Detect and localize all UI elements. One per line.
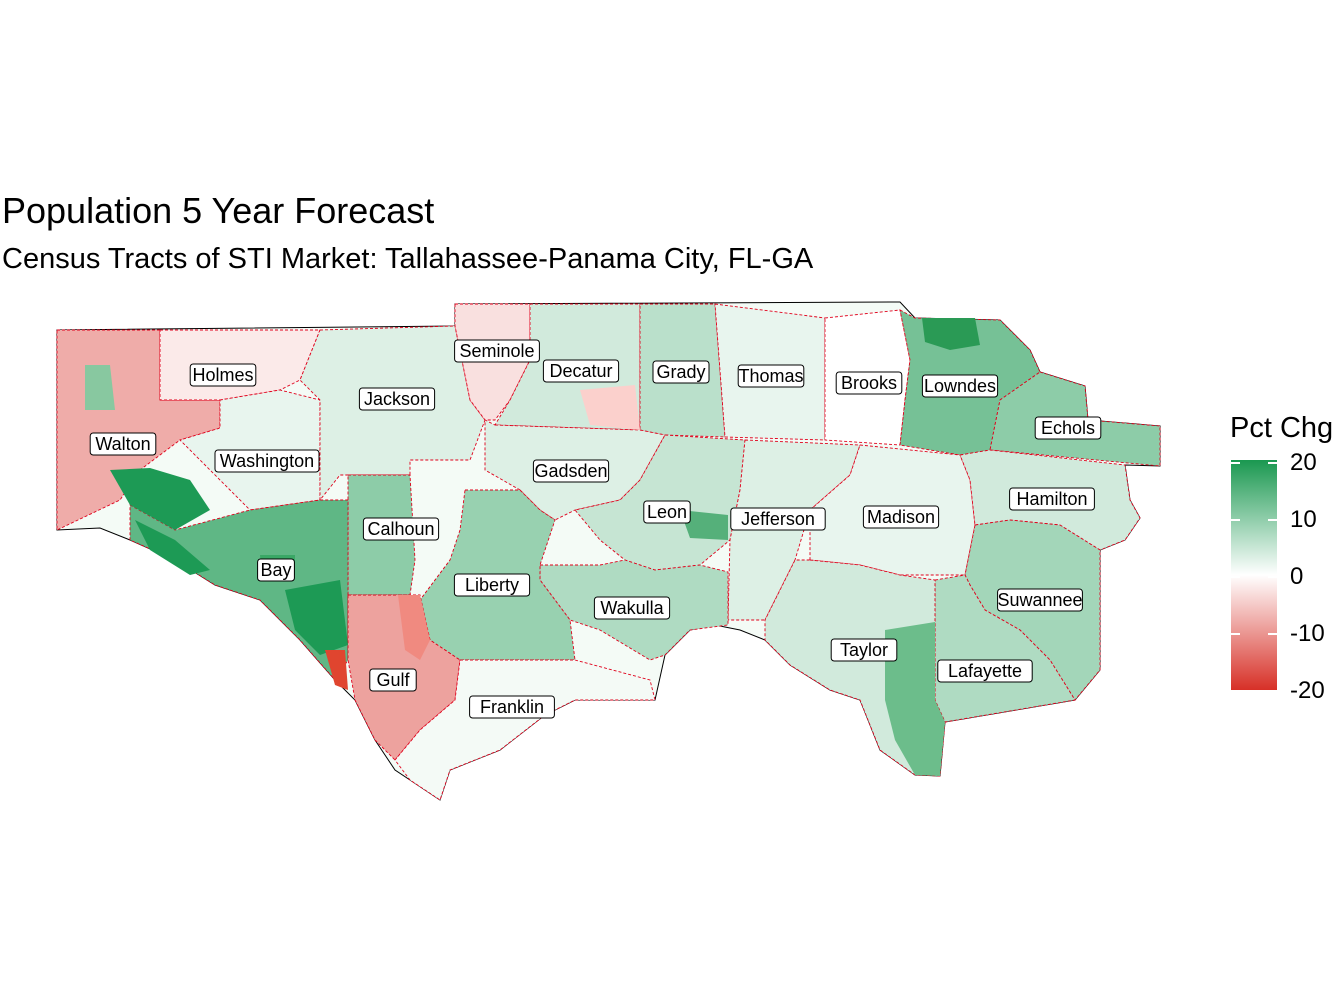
svg-text:Grady: Grady xyxy=(656,362,705,382)
svg-text:Madison: Madison xyxy=(867,507,935,527)
legend-tick-label: 10 xyxy=(1290,506,1317,533)
tract-patch xyxy=(885,622,945,776)
tract-patch xyxy=(110,468,210,530)
svg-text:Franklin: Franklin xyxy=(480,697,544,717)
county-lafayette xyxy=(934,574,1076,723)
county-label-franklin: Franklin xyxy=(469,695,555,719)
county-label-liberty: Liberty xyxy=(453,573,531,597)
county-label-jefferson: Jefferson xyxy=(730,507,826,531)
svg-text:Hamilton: Hamilton xyxy=(1016,489,1087,509)
legend-title: Pct Chg xyxy=(1230,412,1334,444)
svg-text:Gulf: Gulf xyxy=(376,670,410,690)
svg-text:Wakulla: Wakulla xyxy=(600,598,664,618)
svg-text:Thomas: Thomas xyxy=(738,366,803,386)
map-title: Population 5 Year Forecast xyxy=(2,190,435,231)
legend-colorbar xyxy=(1231,460,1277,690)
svg-text:Brooks: Brooks xyxy=(841,373,897,393)
svg-text:Suwannee: Suwannee xyxy=(997,590,1082,610)
county-label-madison: Madison xyxy=(862,505,940,529)
legend-tick-label: 20 xyxy=(1290,449,1317,476)
svg-text:Liberty: Liberty xyxy=(465,575,519,595)
county-label-wakulla: Wakulla xyxy=(593,596,671,620)
svg-text:Holmes: Holmes xyxy=(192,365,253,385)
county-label-thomas: Thomas xyxy=(737,364,805,388)
county-label-jackson: Jackson xyxy=(358,387,436,411)
county-label-calhoun: Calhoun xyxy=(362,517,440,541)
county-franklin xyxy=(394,659,656,801)
svg-text:Lafayette: Lafayette xyxy=(948,661,1022,681)
svg-text:Leon: Leon xyxy=(647,502,687,522)
county-label-brooks: Brooks xyxy=(835,371,903,395)
tract-patch xyxy=(285,580,348,655)
svg-text:Jackson: Jackson xyxy=(364,389,430,409)
tract-patch xyxy=(680,510,728,540)
svg-text:Lowndes: Lowndes xyxy=(924,376,996,396)
county-label-seminole: Seminole xyxy=(454,339,540,363)
county-label-gulf: Gulf xyxy=(369,668,417,692)
county-label-lowndes: Lowndes xyxy=(921,374,999,398)
county-label-washington: Washington xyxy=(214,449,320,473)
svg-text:Calhoun: Calhoun xyxy=(367,519,434,539)
svg-text:Decatur: Decatur xyxy=(549,361,612,381)
county-label-walton: Walton xyxy=(89,432,157,456)
svg-text:Bay: Bay xyxy=(260,560,291,580)
county-label-hamilton: Hamilton xyxy=(1009,487,1095,511)
svg-text:Seminole: Seminole xyxy=(459,341,534,361)
svg-text:Gadsden: Gadsden xyxy=(534,461,607,481)
tract-patch xyxy=(85,365,115,410)
county-label-taylor: Taylor xyxy=(830,638,898,662)
county-label-gadsden: Gadsden xyxy=(532,459,610,483)
county-label-echols: Echols xyxy=(1034,416,1102,440)
tract-patch xyxy=(135,520,210,575)
svg-text:Jefferson: Jefferson xyxy=(741,509,815,529)
svg-text:Echols: Echols xyxy=(1041,418,1095,438)
map-subtitle: Census Tracts of STI Market: Tallahassee… xyxy=(2,243,814,275)
svg-text:Walton: Walton xyxy=(95,434,150,454)
county-label-lafayette: Lafayette xyxy=(937,659,1033,683)
county-label-holmes: Holmes xyxy=(189,363,257,387)
tract-patch xyxy=(580,385,640,430)
county-label-grady: Grady xyxy=(652,360,710,384)
tract-patch xyxy=(922,318,980,350)
county-label-suwannee: Suwannee xyxy=(997,588,1083,612)
tract-patch xyxy=(398,595,430,660)
county-label-decatur: Decatur xyxy=(542,359,620,383)
county-label-bay: Bay xyxy=(257,558,295,582)
svg-text:Taylor: Taylor xyxy=(840,640,888,660)
svg-text:Washington: Washington xyxy=(220,451,314,471)
legend-tick-label: -20 xyxy=(1290,677,1325,704)
legend-tick-label: -10 xyxy=(1290,620,1325,647)
legend-tick-label: 0 xyxy=(1290,563,1304,590)
county-label-leon: Leon xyxy=(643,500,691,524)
tract-patch xyxy=(325,650,348,690)
